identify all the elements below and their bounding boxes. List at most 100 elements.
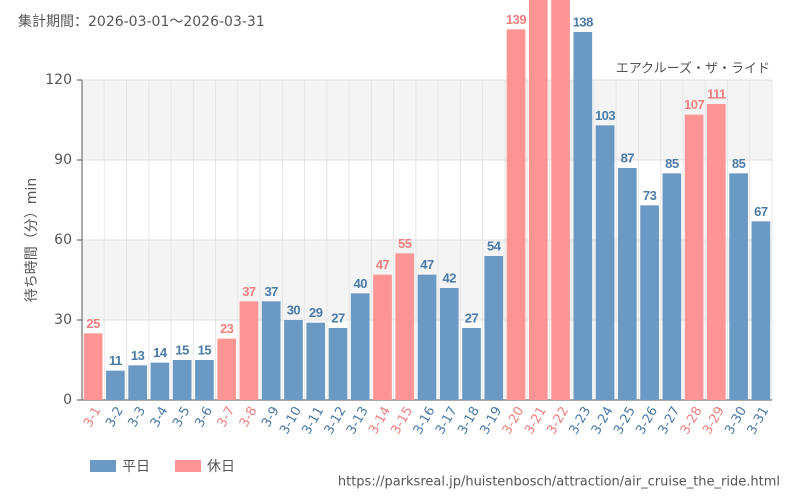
- data-label: 111: [707, 86, 726, 101]
- bar: [551, 0, 570, 400]
- bar: [462, 328, 481, 400]
- bar: [439, 288, 459, 400]
- x-tick-label: 3-7: [215, 404, 239, 430]
- bar: [729, 173, 748, 400]
- bar: [328, 328, 348, 400]
- bar: [528, 0, 548, 400]
- bar: [239, 301, 259, 400]
- data-label: 11: [109, 353, 122, 368]
- x-tick-label: 3-11: [299, 404, 327, 437]
- x-tick-label: 3-8: [237, 404, 261, 430]
- data-label: 85: [732, 156, 746, 171]
- data-label: 15: [198, 342, 212, 357]
- data-label: 54: [487, 238, 502, 253]
- x-tick-label: 3-6: [192, 404, 216, 430]
- data-label: 55: [398, 236, 412, 251]
- bar: [217, 338, 237, 400]
- bar: [172, 360, 192, 400]
- data-label: 29: [309, 305, 323, 320]
- bar: [684, 114, 704, 401]
- x-tick-label: 3-13: [344, 404, 372, 437]
- bar: [261, 301, 281, 400]
- data-label: 103: [595, 108, 615, 123]
- x-tick-label: 3-24: [589, 404, 617, 437]
- data-label: 15: [175, 342, 189, 357]
- bar: [506, 29, 526, 400]
- subtitle: 集計期間：2026-03-01～2026-03-31: [18, 13, 265, 30]
- data-label: 139: [506, 12, 526, 27]
- x-tick-label: 3-12: [322, 404, 350, 437]
- data-label: 25: [86, 316, 100, 331]
- y-tick-label: 60: [54, 232, 72, 248]
- grid-band: [82, 80, 772, 160]
- x-tick-label: 3-14: [366, 404, 394, 437]
- data-label: 40: [353, 276, 367, 291]
- bar: [373, 274, 392, 400]
- data-label: 73: [643, 188, 657, 203]
- y-tick-label: 120: [45, 72, 72, 88]
- x-tick-label: 3-10: [277, 404, 305, 437]
- bar: [573, 32, 593, 400]
- data-label: 138: [573, 14, 593, 29]
- bar: [595, 125, 615, 400]
- x-tick-label: 3-19: [478, 404, 506, 437]
- x-tick-label: 3-15: [388, 404, 416, 437]
- data-label: 85: [665, 156, 679, 171]
- x-tick-label: 3-29: [700, 404, 728, 437]
- x-tick-label: 3-4: [148, 404, 172, 430]
- x-tick-label: 3-22: [544, 404, 572, 437]
- x-tick-label: 3-3: [126, 404, 150, 430]
- bar: [417, 274, 437, 400]
- y-tick-label: 30: [54, 312, 72, 328]
- data-label: 13: [131, 348, 145, 363]
- bar: [484, 256, 504, 400]
- chart-title: エアクルーズ・ザ・ライド: [616, 61, 770, 77]
- data-label: 37: [242, 284, 256, 299]
- x-tick-label: 3-23: [567, 404, 595, 437]
- bar: [350, 293, 370, 400]
- x-tick-label: 3-25: [611, 404, 639, 437]
- data-label: 87: [621, 150, 635, 165]
- bar: [195, 360, 214, 400]
- data-label: 30: [287, 302, 301, 317]
- bar: [106, 370, 125, 400]
- data-label: 14: [153, 345, 168, 360]
- bar: [128, 365, 147, 400]
- x-tick-label: 3-1: [81, 404, 105, 430]
- bar: [306, 322, 326, 400]
- bar: [751, 221, 771, 400]
- legend-label: 平日: [122, 459, 150, 475]
- x-tick-label: 3-26: [633, 404, 661, 437]
- bar: [640, 205, 659, 400]
- x-tick-label: 3-30: [722, 404, 750, 437]
- y-axis-label: 待ち時間（分）min: [24, 178, 40, 302]
- legend-label: 休日: [207, 459, 235, 475]
- x-tick-label: 3-20: [500, 404, 528, 437]
- data-label: 23: [220, 321, 234, 336]
- x-tick-label: 3-31: [745, 404, 773, 437]
- bar: [617, 168, 637, 400]
- x-tick-label: 3-18: [455, 404, 483, 437]
- y-tick-label: 0: [63, 392, 72, 408]
- data-label: 107: [684, 97, 704, 112]
- y-tick-label: 90: [54, 152, 72, 168]
- bar: [662, 173, 682, 400]
- data-label: 42: [443, 270, 457, 285]
- x-tick-label: 3-17: [433, 404, 461, 437]
- legend-swatch: [90, 460, 116, 472]
- x-tick-label: 3-2: [103, 404, 127, 430]
- data-label: 37: [264, 284, 278, 299]
- data-label: 67: [754, 204, 768, 219]
- x-tick-label: 3-16: [411, 404, 439, 437]
- x-tick-label: 3-21: [522, 404, 550, 437]
- source: https://parksreal.jp/huistenbosch/attrac…: [338, 475, 780, 490]
- data-label: 47: [420, 257, 434, 272]
- bar: [83, 333, 103, 400]
- data-label: 27: [465, 310, 479, 325]
- data-label: 27: [331, 310, 345, 325]
- x-tick-label: 3-5: [170, 404, 194, 430]
- data-label: 47: [376, 257, 390, 272]
- x-tick-label: 3-28: [678, 404, 706, 437]
- bar: [284, 320, 303, 400]
